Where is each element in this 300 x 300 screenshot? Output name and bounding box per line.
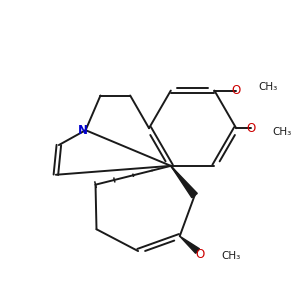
Text: CH₃: CH₃ — [258, 82, 277, 92]
Polygon shape — [171, 166, 197, 198]
Text: O: O — [232, 84, 241, 97]
Text: N: N — [78, 124, 88, 137]
Text: CH₃: CH₃ — [221, 251, 241, 261]
Text: O: O — [246, 122, 256, 135]
Text: CH₃: CH₃ — [273, 127, 292, 137]
Polygon shape — [180, 236, 200, 253]
Text: O: O — [195, 248, 204, 260]
